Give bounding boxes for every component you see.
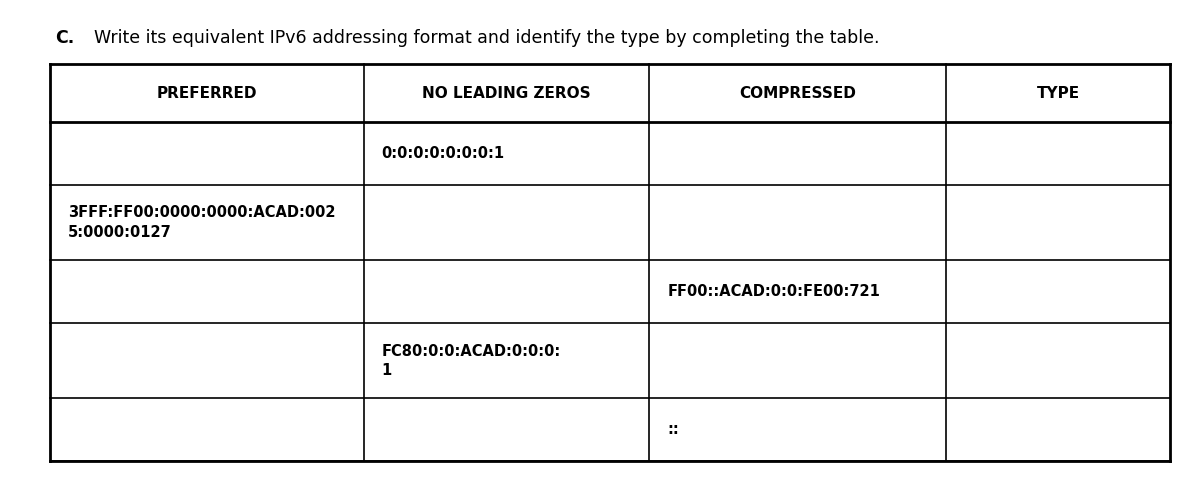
Text: ::: ::: [667, 422, 679, 437]
Text: 3FFF:FF00:0000:0000:ACAD:002
5:0000:0127: 3FFF:FF00:0000:0000:ACAD:002 5:0000:0127: [68, 205, 336, 240]
Text: NO LEADING ZEROS: NO LEADING ZEROS: [422, 86, 590, 101]
Text: PREFERRED: PREFERRED: [156, 86, 257, 101]
Text: FC80:0:0:ACAD:0:0:0:
1: FC80:0:0:ACAD:0:0:0: 1: [382, 343, 560, 378]
Text: COMPRESSED: COMPRESSED: [739, 86, 856, 101]
Bar: [50, 64, 1170, 461]
Text: C.: C.: [55, 29, 74, 47]
Text: FF00::ACAD:0:0:FE00:721: FF00::ACAD:0:0:FE00:721: [667, 284, 880, 299]
Text: TYPE: TYPE: [1037, 86, 1080, 101]
Text: Write its equivalent IPv6 addressing format and identify the type by completing : Write its equivalent IPv6 addressing for…: [83, 29, 880, 47]
Text: 0:0:0:0:0:0:0:1: 0:0:0:0:0:0:0:1: [382, 146, 505, 161]
